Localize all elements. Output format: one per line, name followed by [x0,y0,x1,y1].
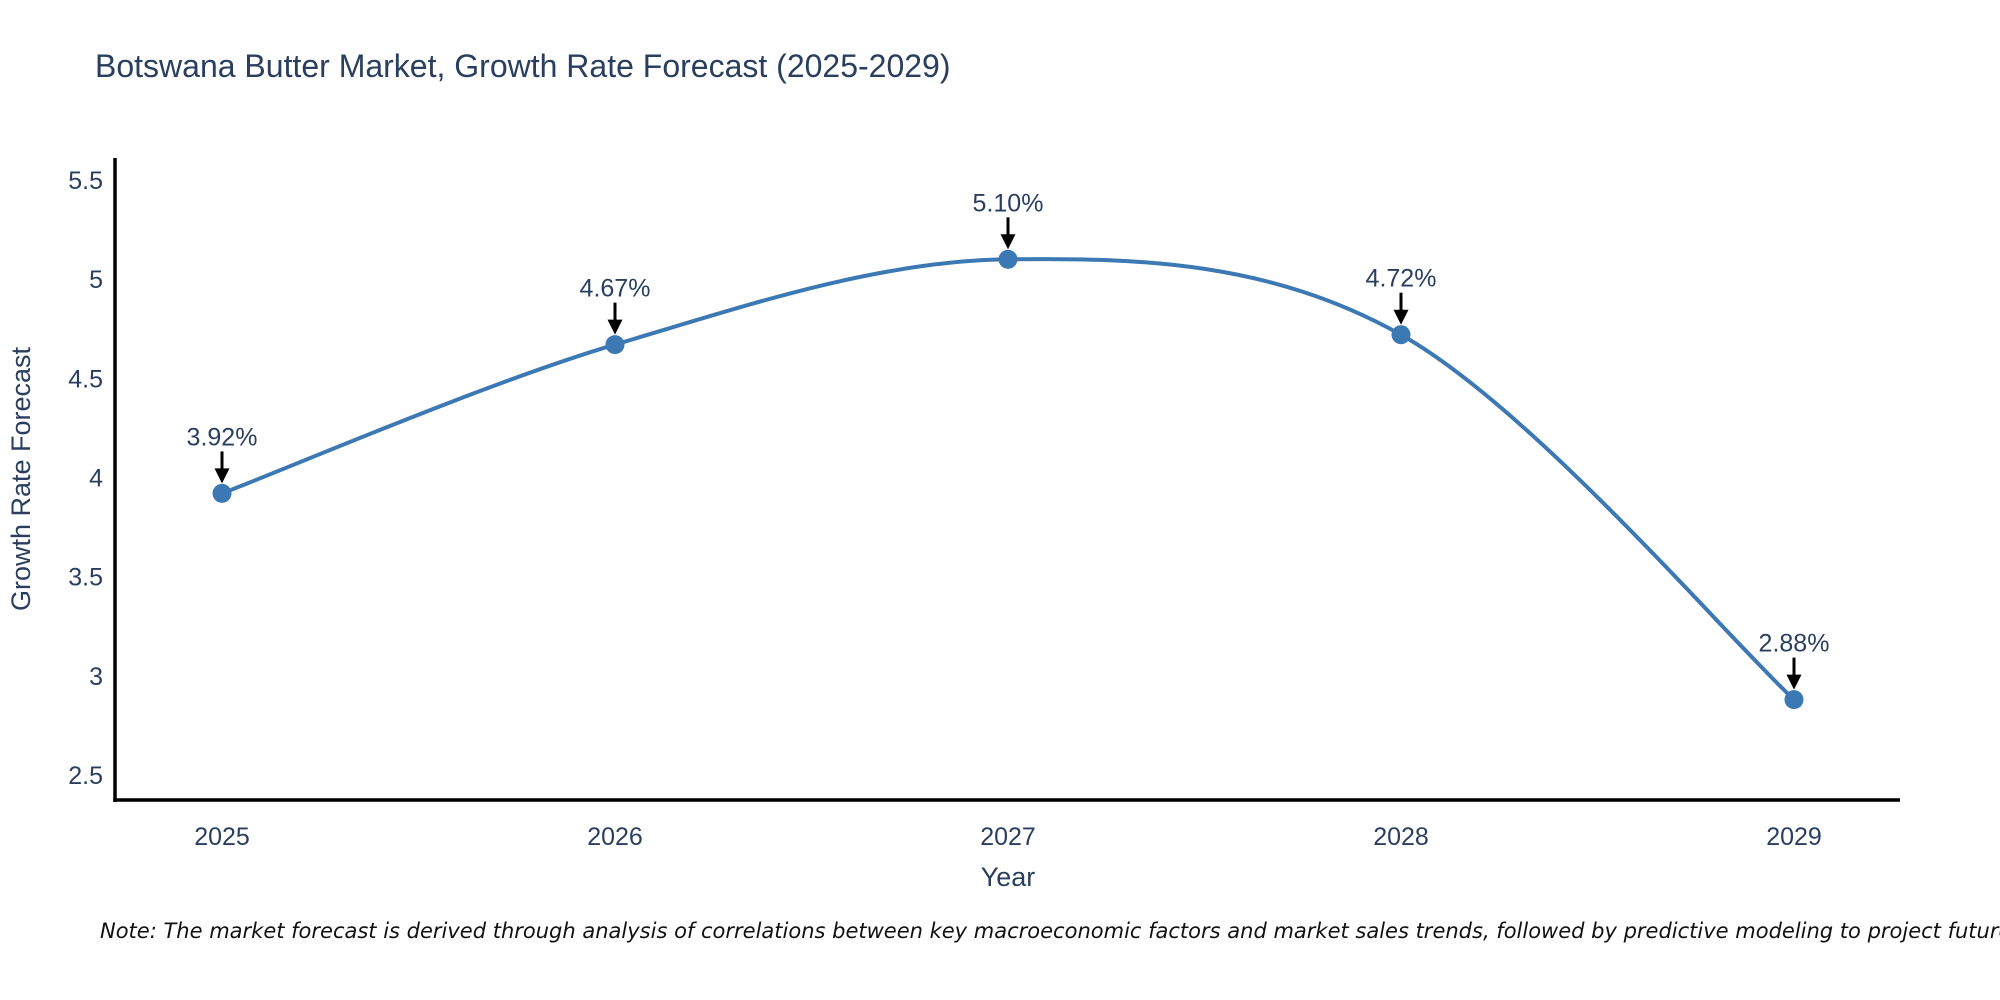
annotation-arrowhead-icon [1393,309,1409,325]
annotation-arrowhead-icon [1786,674,1802,690]
y-tick-label: 4.5 [68,365,103,393]
x-tick-label: 2026 [587,823,643,851]
data-point-marker [212,483,232,503]
y-axis-title: Growth Rate Forecast [6,346,36,611]
point-value-label: 4.67% [580,275,651,303]
chart-title: Botswana Butter Market, Growth Rate Fore… [95,48,951,84]
y-tick-label: 3 [89,663,103,691]
annotation-arrowhead-icon [214,468,230,484]
x-tick-label: 2028 [1373,823,1429,851]
y-tick-label: 2.5 [68,762,103,790]
point-value-label: 3.92% [187,423,258,451]
data-point-marker [1784,690,1804,710]
x-tick-label: 2029 [1766,823,1822,851]
point-value-label: 2.88% [1759,630,1830,658]
data-point-marker [605,335,625,355]
x-tick-label: 2027 [980,823,1036,851]
footnote: Note: The market forecast is derived thr… [100,919,2000,943]
y-tick-label: 3.5 [68,564,103,592]
annotation-arrowhead-icon [1000,234,1016,250]
point-annotations: 3.92% 4.67% 5.10% 4.72% 2.88% [187,189,1830,690]
data-point-marker [1391,325,1411,345]
x-axis-tick-labels: 2025 2026 2027 2028 2029 [194,823,1822,851]
y-tick-label: 5 [89,266,103,294]
y-axis-tick-labels: 5.5 5 4.5 4 3.5 3 2.5 [68,167,103,790]
x-axis-title: Year [981,862,1036,892]
point-value-label: 5.10% [973,189,1044,217]
line-series [212,249,1804,710]
trend-line [220,257,1796,702]
data-point-marker [998,249,1018,269]
y-tick-label: 4 [89,465,103,493]
y-tick-label: 5.5 [68,167,103,195]
annotation-arrowhead-icon [607,319,623,335]
x-tick-label: 2025 [194,823,250,851]
point-value-label: 4.72% [1366,265,1437,293]
